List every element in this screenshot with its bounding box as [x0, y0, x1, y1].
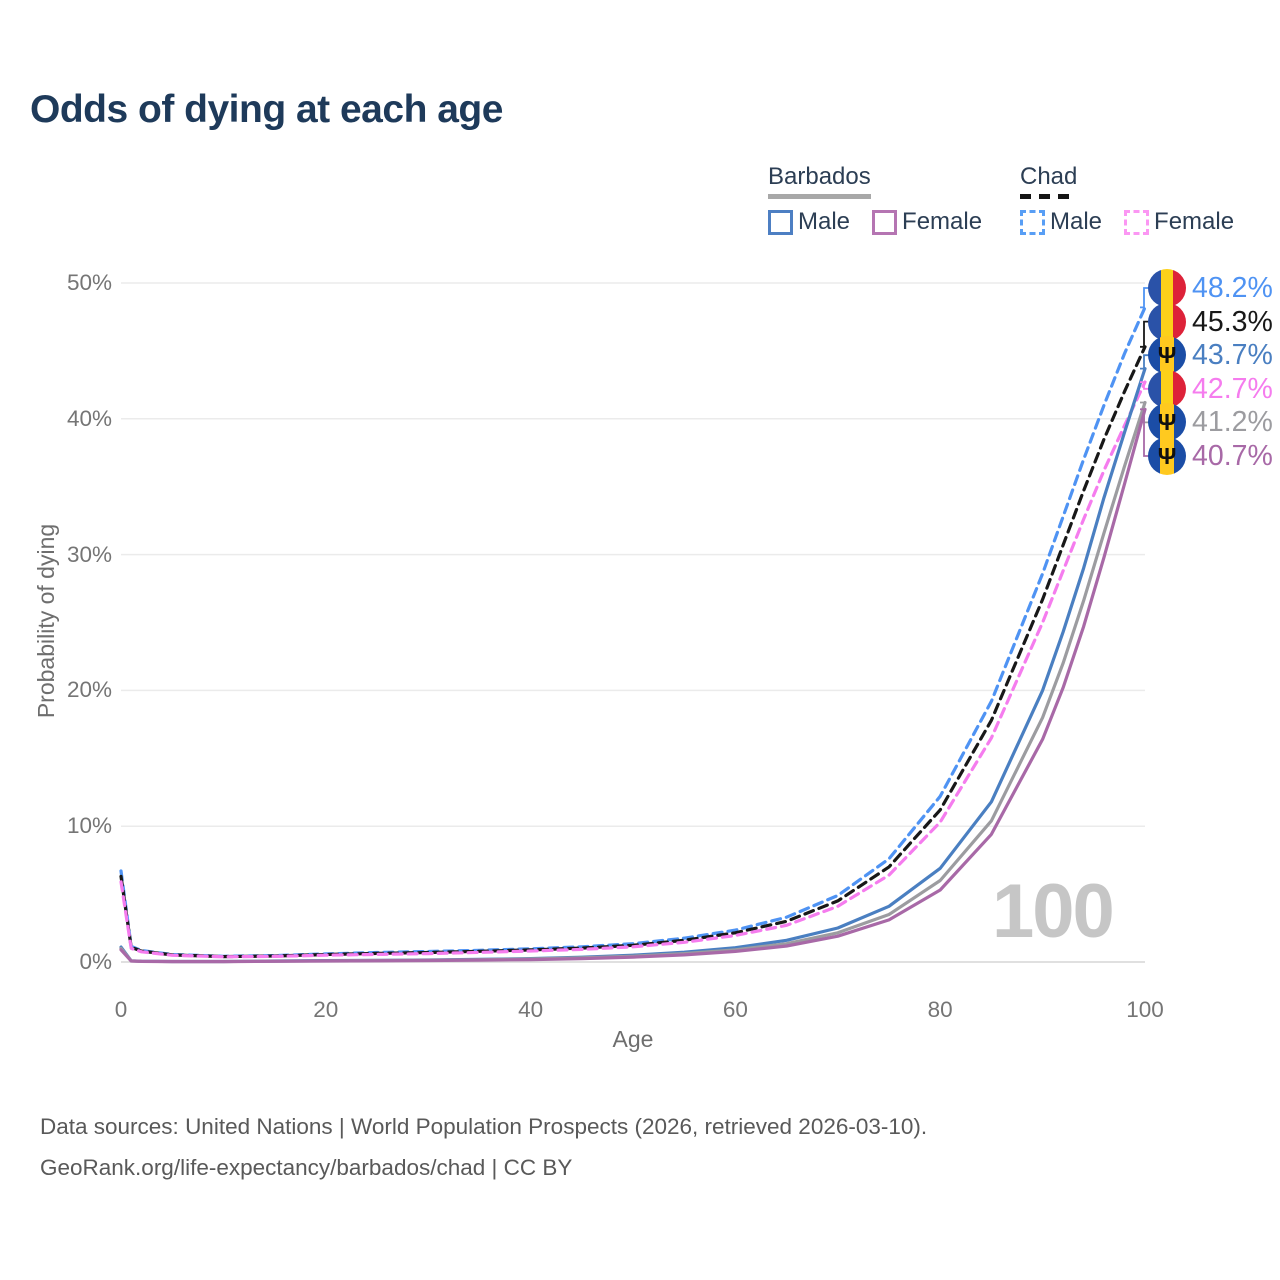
trident-icon: Ψ: [1157, 442, 1177, 469]
y-tick-label: 0%: [79, 949, 112, 974]
x-tick-label: 60: [722, 997, 748, 1022]
end-label-value: 48.2%: [1192, 272, 1273, 304]
series-line-chad-both: [119, 345, 1147, 959]
chad-flag-icon: [1148, 369, 1186, 408]
chad-flag-icon: [1148, 269, 1186, 307]
end-label-connector-barbados-male: [1140, 354, 1149, 370]
x-tick-label: 0: [114, 997, 128, 1022]
x-tick-label: 40: [518, 997, 544, 1022]
end-label-connector-chad-female: [1140, 381, 1149, 390]
legend-item-label: Male: [798, 208, 851, 235]
x-tick-label: 80: [927, 997, 953, 1022]
y-tick-label: 40%: [66, 405, 112, 431]
legend-item-label: Female: [1154, 208, 1235, 235]
end-label-chad-both: 45.3%: [1148, 302, 1273, 342]
legend-country-label: Chad: [1020, 163, 1078, 190]
y-axis-title: Probability of dying: [33, 523, 59, 719]
legend-item-barbados-female[interactable]: Female: [872, 208, 982, 236]
legend-swatch-icon: [1124, 209, 1150, 235]
end-label-barbados-male: Ψ 43.7%: [1148, 335, 1273, 375]
legend-group-chad: Chad Male Female: [1020, 163, 1234, 236]
end-label-value: 43.7%: [1192, 339, 1273, 372]
barbados-flag-icon: Ψ: [1148, 403, 1186, 442]
legend-swatch-icon: [872, 209, 898, 235]
y-tick-label: 10%: [66, 813, 112, 839]
chart-title: Odds of dying at each age: [30, 88, 503, 131]
end-label-connector-barbados-female: [1140, 408, 1149, 457]
y-tick-label: 20%: [66, 677, 112, 703]
footer-link[interactable]: GeoRank.org/life-expectancy/barbados/cha…: [40, 1155, 573, 1180]
legend-swatch-icon: [768, 209, 793, 235]
legend-country-linestyle-dashed: [1020, 194, 1078, 199]
end-label-chad-male: 48.2%: [1148, 268, 1273, 308]
end-label-connector-chad-both: [1140, 320, 1149, 348]
end-label-value: 40.7%: [1192, 440, 1273, 472]
end-label-barbados-both: Ψ 41.2%: [1148, 402, 1273, 442]
legend-item-label: Female: [902, 208, 983, 235]
end-label-connector-chad-male: [1140, 287, 1149, 309]
x-tick-label: 20: [313, 997, 339, 1022]
x-axis-title: Age: [612, 1026, 654, 1052]
y-tick-label: 50%: [66, 270, 112, 295]
barbados-flag-icon: Ψ: [1148, 336, 1186, 375]
data-sources-text: Data sources: United Nations | World Pop…: [40, 1114, 928, 1139]
barbados-flag-icon: Ψ: [1148, 437, 1186, 475]
chad-flag-icon: [1148, 302, 1186, 341]
series-line-chad-male: [119, 305, 1147, 958]
legend-item-chad-female[interactable]: Female: [1124, 208, 1234, 236]
legend-item-label: Male: [1050, 208, 1103, 235]
end-label-value: 45.3%: [1192, 305, 1273, 338]
x-tick-label: 100: [1126, 997, 1164, 1022]
footer: Data sources: United Nations | World Pop…: [40, 1106, 927, 1188]
end-label-value: 41.2%: [1192, 406, 1273, 439]
series-line-barbados-female: [119, 407, 1147, 964]
trident-icon: Ψ: [1157, 341, 1177, 368]
legend-country-linestyle-solid: [768, 194, 871, 199]
age-counter-watermark: 100: [992, 869, 1115, 954]
legend-swatch-icon: [1020, 209, 1045, 235]
legend-group-barbados: Barbados Male Female: [768, 163, 982, 236]
y-tick-label: 30%: [66, 541, 112, 567]
legend-item-chad-male[interactable]: Male: [1020, 208, 1102, 236]
end-label-value: 42.7%: [1192, 372, 1273, 405]
end-label-barbados-female: Ψ 40.7%: [1148, 436, 1273, 476]
trident-icon: Ψ: [1157, 408, 1177, 435]
legend-item-barbados-male[interactable]: Male: [768, 208, 850, 236]
series-line-chad-female: [119, 380, 1147, 959]
legend-country-label: Barbados: [768, 163, 871, 190]
end-label-chad-female: 42.7%: [1148, 369, 1273, 409]
